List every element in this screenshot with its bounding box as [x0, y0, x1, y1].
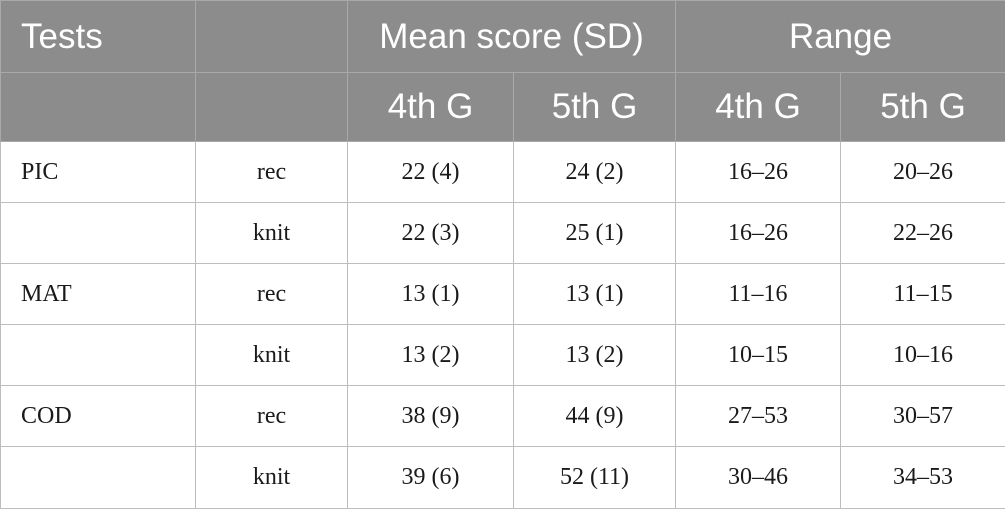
cell-range-4th: 30–46	[675, 446, 841, 509]
cell-range-5th: 34–53	[839, 446, 1005, 509]
cell-range-4th: 10–15	[675, 324, 841, 386]
cell-test	[0, 324, 196, 386]
cell-test	[0, 202, 196, 264]
cell-mean-4th: 39 (6)	[347, 446, 514, 509]
table-body: PIC rec 22 (4) 24 (2) 16–26 20–26 knit 2…	[0, 141, 1005, 509]
cell-condition: rec	[195, 385, 348, 447]
table-row: COD rec 38 (9) 44 (9) 27–53 30–57	[0, 385, 1005, 447]
header-sub-blank-2	[195, 72, 348, 142]
cell-mean-5th: 24 (2)	[513, 141, 676, 203]
cell-mean-5th: 13 (1)	[513, 263, 676, 325]
header-row-sub: 4th G 5th G 4th G 5th G	[0, 72, 1005, 142]
cell-condition: knit	[195, 202, 348, 264]
cell-mean-4th: 38 (9)	[347, 385, 514, 447]
cell-mean-5th: 25 (1)	[513, 202, 676, 264]
cell-range-4th: 27–53	[675, 385, 841, 447]
cell-mean-5th: 13 (2)	[513, 324, 676, 386]
cell-range-4th: 16–26	[675, 202, 841, 264]
cell-range-5th: 11–15	[839, 263, 1005, 325]
cell-mean-4th: 13 (1)	[347, 263, 514, 325]
header-sub-blank-1	[0, 72, 196, 142]
header-mean-5th-grade: 5th G	[513, 72, 676, 142]
cell-range-4th: 11–16	[675, 263, 841, 325]
cell-mean-4th: 22 (3)	[347, 202, 514, 264]
table-row: knit 39 (6) 52 (11) 30–46 34–53	[0, 446, 1005, 509]
cell-mean-4th: 13 (2)	[347, 324, 514, 386]
table-row: MAT rec 13 (1) 13 (1) 11–16 11–15	[0, 263, 1005, 325]
cell-range-5th: 20–26	[839, 141, 1005, 203]
header-mean-score: Mean score (SD)	[347, 0, 676, 73]
cell-test: PIC	[0, 141, 196, 203]
cell-range-5th: 10–16	[839, 324, 1005, 386]
cell-condition: knit	[195, 446, 348, 509]
table-row: knit 22 (3) 25 (1) 16–26 22–26	[0, 202, 1005, 264]
cell-mean-5th: 44 (9)	[513, 385, 676, 447]
header-tests: Tests	[0, 0, 196, 73]
table-row: PIC rec 22 (4) 24 (2) 16–26 20–26	[0, 141, 1005, 203]
cell-test: COD	[0, 385, 196, 447]
cell-range-5th: 22–26	[839, 202, 1005, 264]
header-row-top: Tests Mean score (SD) Range	[0, 0, 1005, 73]
cell-test	[0, 446, 196, 509]
cell-range-5th: 30–57	[839, 385, 1005, 447]
cell-range-4th: 16–26	[675, 141, 841, 203]
header-range-4th-grade: 4th G	[675, 72, 841, 142]
results-table: Tests Mean score (SD) Range 4th G 5th G …	[0, 0, 1005, 509]
header-range: Range	[674, 0, 1005, 73]
header-range-5th-grade: 5th G	[839, 72, 1005, 142]
header-mean-4th-grade: 4th G	[347, 72, 514, 142]
cell-condition: rec	[195, 141, 348, 203]
cell-condition: rec	[195, 263, 348, 325]
table-header: Tests Mean score (SD) Range 4th G 5th G …	[0, 0, 1005, 142]
cell-test: MAT	[0, 263, 196, 325]
cell-mean-5th: 52 (11)	[513, 446, 676, 509]
cell-condition: knit	[195, 324, 348, 386]
table-row: knit 13 (2) 13 (2) 10–15 10–16	[0, 324, 1005, 386]
header-blank	[195, 0, 348, 73]
cell-mean-4th: 22 (4)	[347, 141, 514, 203]
